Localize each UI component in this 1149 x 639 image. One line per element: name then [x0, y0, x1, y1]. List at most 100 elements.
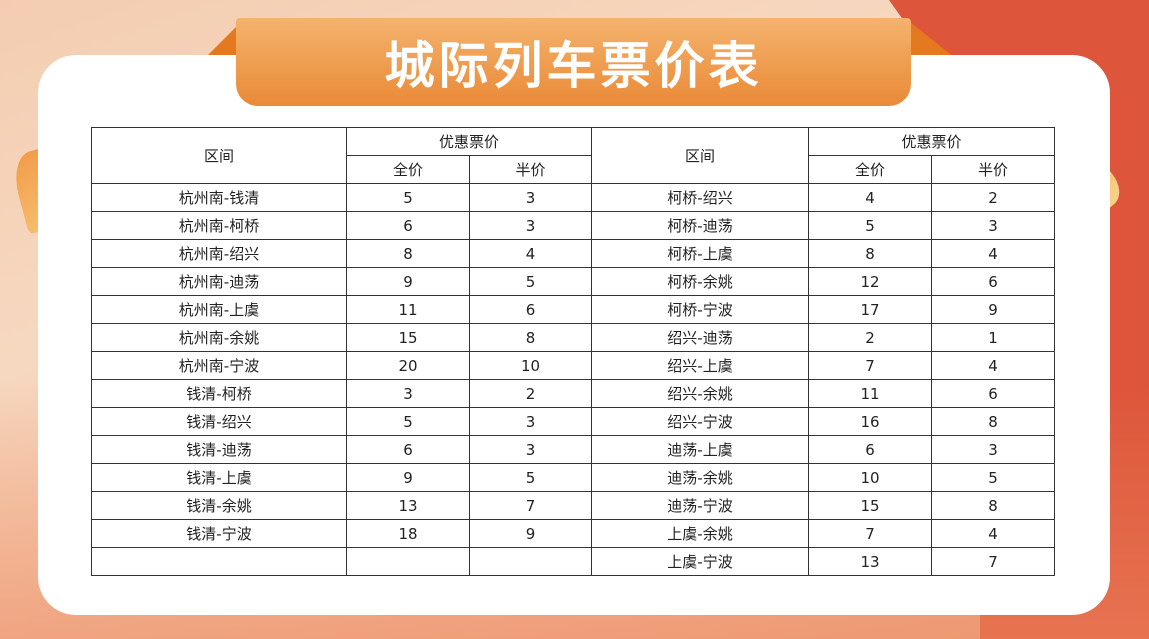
left-route-cell [91, 547, 347, 576]
left-full-price-cell: 5 [346, 407, 470, 436]
right-full-price-cell: 8 [808, 239, 933, 268]
right-half-price-cell: 8 [931, 407, 1056, 436]
right-route-cell: 上虞-宁波 [591, 547, 810, 576]
title-banner: 城际列车票价表 [236, 18, 911, 106]
left-full-price-cell: 15 [346, 323, 470, 352]
table-row: 杭州南-上虞 11 6 柯桥-宁波 17 9 [91, 295, 1056, 324]
table-row: 钱清-上虞 9 5 迪荡-余姚 10 5 [91, 463, 1056, 492]
left-half-price-cell: 3 [468, 183, 593, 212]
right-full-price-cell: 15 [808, 491, 933, 520]
table-row: 杭州南-余姚 15 8 绍兴-迪荡 2 1 [91, 323, 1056, 352]
left-full-price-cell: 3 [346, 379, 470, 408]
left-half-price-cell: 5 [468, 463, 593, 492]
right-half-price-cell: 4 [931, 239, 1056, 268]
left-route-cell: 杭州南-上虞 [91, 295, 347, 324]
left-full-price-cell [346, 547, 470, 576]
right-half-price-cell: 8 [931, 491, 1056, 520]
right-route-cell: 绍兴-余姚 [591, 379, 810, 408]
left-route-cell: 钱清-上虞 [91, 463, 347, 492]
right-full-price-cell: 2 [808, 323, 933, 352]
fare-table: 区间 优惠票价 区间 优惠票价 全价 半价 全价 半价 杭州南-钱清 5 3 柯桥-绍… [91, 127, 1056, 576]
left-half-price-cell: 3 [468, 211, 593, 240]
left-full-price-cell: 6 [346, 211, 470, 240]
right-full-price-cell: 17 [808, 295, 933, 324]
header-full-price: 全价 [346, 155, 470, 184]
right-full-price-cell: 4 [808, 183, 933, 212]
right-route-cell: 柯桥-上虞 [591, 239, 810, 268]
left-route-cell: 杭州南-迪荡 [91, 267, 347, 296]
table-row: 钱清-绍兴 5 3 绍兴-宁波 16 8 [91, 407, 1056, 436]
right-half-price-cell: 3 [931, 435, 1056, 464]
left-half-price-cell: 6 [468, 295, 593, 324]
right-full-price-cell: 6 [808, 435, 933, 464]
left-full-price-cell: 9 [346, 267, 470, 296]
left-full-price-cell: 6 [346, 435, 470, 464]
left-full-price-cell: 20 [346, 351, 470, 380]
right-half-price-cell: 3 [931, 211, 1056, 240]
subheader-row: 全价 半价 全价 半价 [92, 155, 1056, 184]
right-full-price-cell: 11 [808, 379, 933, 408]
right-half-price-cell: 1 [931, 323, 1056, 352]
left-half-price-cell: 8 [468, 323, 593, 352]
right-route-cell: 柯桥-迪荡 [591, 211, 810, 240]
header-full-price: 全价 [808, 155, 933, 184]
right-half-price-cell: 7 [931, 547, 1056, 576]
page-title: 城际列车票价表 [384, 37, 763, 95]
right-route-cell: 绍兴-宁波 [591, 407, 810, 436]
right-full-price-cell: 16 [808, 407, 933, 436]
right-half-price-cell: 5 [931, 463, 1056, 492]
right-full-price-cell: 7 [808, 519, 933, 548]
table-row: 杭州南-钱清 5 3 柯桥-绍兴 4 2 [91, 183, 1056, 212]
left-route-cell: 钱清-绍兴 [91, 407, 347, 436]
left-route-cell: 钱清-迪荡 [91, 435, 347, 464]
header-half-price: 半价 [468, 155, 593, 184]
left-half-price-cell [468, 547, 593, 576]
right-full-price-cell: 5 [808, 211, 933, 240]
left-full-price-cell: 8 [346, 239, 470, 268]
right-route-cell: 柯桥-余姚 [591, 267, 810, 296]
table-row: 杭州南-绍兴 8 4 柯桥-上虞 8 4 [91, 239, 1056, 268]
right-route-cell: 绍兴-迪荡 [591, 323, 810, 352]
header-discount: 优惠票价 [345, 127, 593, 156]
table-row: 杭州南-宁波 20 10 绍兴-上虞 7 4 [91, 351, 1056, 380]
left-route-cell: 钱清-柯桥 [91, 379, 347, 408]
left-route-cell: 杭州南-柯桥 [91, 211, 347, 240]
table-row: 钱清-宁波 18 9 上虞-余姚 7 4 [91, 519, 1056, 548]
header-interval: 区间 [91, 127, 347, 184]
right-half-price-cell: 2 [931, 183, 1056, 212]
left-half-price-cell: 2 [468, 379, 593, 408]
right-half-price-cell: 9 [931, 295, 1056, 324]
right-half-price-cell: 6 [931, 379, 1056, 408]
table-row: 钱清-迪荡 6 3 迪荡-上虞 6 3 [91, 435, 1056, 464]
table-row: 杭州南-迪荡 9 5 柯桥-余姚 12 6 [91, 267, 1056, 296]
left-full-price-cell: 5 [346, 183, 470, 212]
left-route-cell: 杭州南-宁波 [91, 351, 347, 380]
header-half-price: 半价 [931, 155, 1056, 184]
right-route-cell: 迪荡-上虞 [591, 435, 810, 464]
left-route-cell: 杭州南-钱清 [91, 183, 347, 212]
right-full-price-cell: 12 [808, 267, 933, 296]
right-half-price-cell: 4 [931, 351, 1056, 380]
left-full-price-cell: 13 [346, 491, 470, 520]
left-half-price-cell: 10 [468, 351, 593, 380]
header-interval: 区间 [591, 127, 810, 184]
left-half-price-cell: 9 [468, 519, 593, 548]
right-route-cell: 柯桥-绍兴 [591, 183, 810, 212]
table-row: 上虞-宁波 13 7 [91, 547, 1056, 576]
left-route-cell: 杭州南-余姚 [91, 323, 347, 352]
left-route-cell: 钱清-余姚 [91, 491, 347, 520]
right-half-price-cell: 4 [931, 519, 1056, 548]
left-half-price-cell: 7 [468, 491, 593, 520]
right-half-price-cell: 6 [931, 267, 1056, 296]
right-route-cell: 上虞-余姚 [591, 519, 810, 548]
right-full-price-cell: 7 [808, 351, 933, 380]
header-row: 区间 优惠票价 区间 优惠票价 [91, 127, 1056, 184]
table-row: 钱清-柯桥 3 2 绍兴-余姚 11 6 [91, 379, 1056, 408]
right-route-cell: 迪荡-余姚 [591, 463, 810, 492]
right-route-cell: 柯桥-宁波 [591, 295, 810, 324]
left-half-price-cell: 3 [468, 407, 593, 436]
left-half-price-cell: 4 [468, 239, 593, 268]
left-full-price-cell: 18 [346, 519, 470, 548]
left-route-cell: 钱清-宁波 [91, 519, 347, 548]
right-route-cell: 迪荡-宁波 [591, 491, 810, 520]
